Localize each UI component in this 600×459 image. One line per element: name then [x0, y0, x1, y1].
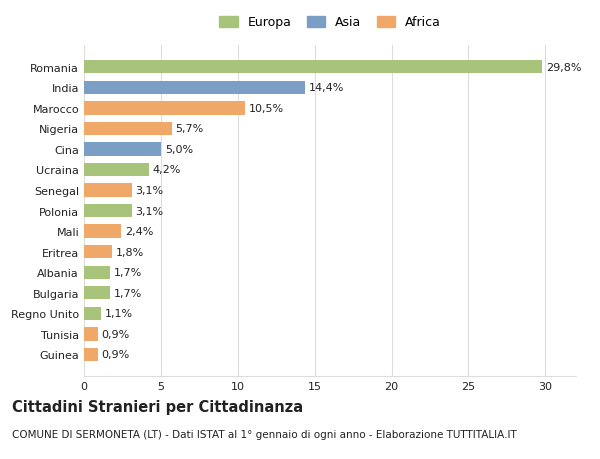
Bar: [84, 123, 172, 136]
Text: 1,1%: 1,1%: [105, 309, 133, 319]
Bar: [84, 163, 149, 177]
Text: 4,2%: 4,2%: [152, 165, 181, 175]
Text: 1,8%: 1,8%: [116, 247, 144, 257]
Text: 3,1%: 3,1%: [136, 206, 164, 216]
Bar: [84, 204, 131, 218]
Text: Cittadini Stranieri per Cittadinanza: Cittadini Stranieri per Cittadinanza: [12, 399, 303, 414]
Bar: [84, 81, 305, 95]
Bar: [84, 348, 98, 361]
Text: 14,4%: 14,4%: [309, 83, 344, 93]
Text: 10,5%: 10,5%: [249, 104, 284, 113]
Bar: [84, 102, 245, 115]
Bar: [84, 225, 121, 238]
Bar: [84, 61, 542, 74]
Text: 1,7%: 1,7%: [114, 288, 142, 298]
Bar: [84, 184, 131, 197]
Text: 5,0%: 5,0%: [165, 145, 193, 155]
Legend: Europa, Asia, Africa: Europa, Asia, Africa: [215, 12, 445, 33]
Bar: [84, 246, 112, 259]
Text: 1,7%: 1,7%: [114, 268, 142, 278]
Bar: [84, 286, 110, 300]
Text: 2,4%: 2,4%: [125, 227, 153, 237]
Text: COMUNE DI SERMONETA (LT) - Dati ISTAT al 1° gennaio di ogni anno - Elaborazione : COMUNE DI SERMONETA (LT) - Dati ISTAT al…: [12, 429, 517, 439]
Bar: [84, 266, 110, 280]
Bar: [84, 328, 98, 341]
Text: 3,1%: 3,1%: [136, 185, 164, 196]
Text: 5,7%: 5,7%: [175, 124, 204, 134]
Bar: [84, 307, 101, 320]
Text: 0,9%: 0,9%: [101, 329, 130, 339]
Bar: [84, 143, 161, 156]
Text: 0,9%: 0,9%: [101, 350, 130, 360]
Text: 29,8%: 29,8%: [546, 62, 581, 73]
